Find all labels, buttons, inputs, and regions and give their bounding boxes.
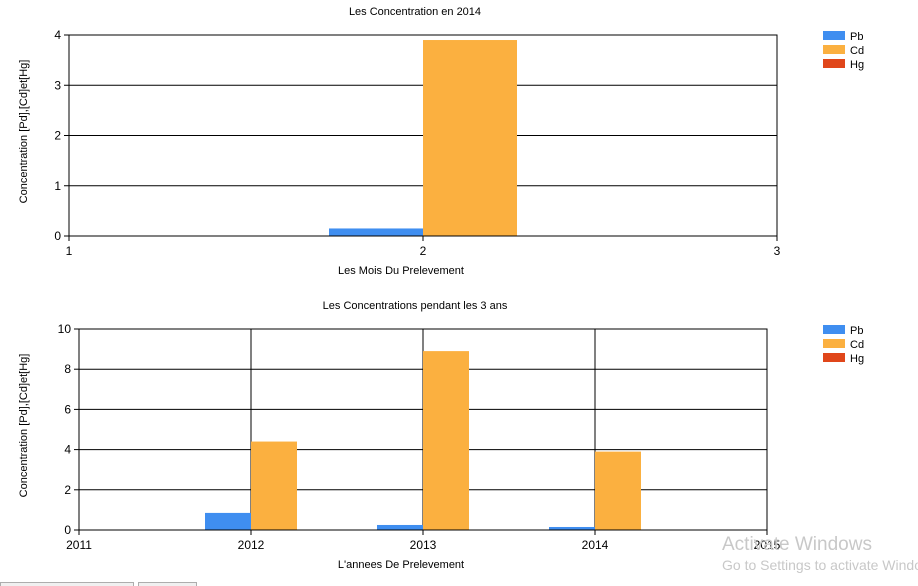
legend-swatch-hg — [823, 353, 845, 362]
bar-cd-2 — [423, 40, 517, 237]
chart-title: Les Concentration en 2014 — [349, 6, 481, 18]
y-tick-label: 2 — [64, 483, 71, 497]
chart-2: Les Concentrations pendant les 3 ans 0 2 4 6… — [18, 300, 864, 571]
bar-cd-2014 — [595, 451, 641, 530]
y-tick-label: 1 — [54, 179, 61, 193]
chart-title: Les Concentrations pendant les 3 ans — [323, 300, 508, 312]
legend-swatch-pb — [823, 325, 845, 334]
legend: Pb Cd Hg — [823, 325, 864, 365]
x-tick-label: 2014 — [582, 538, 609, 552]
y-axis-title: Concentration [Pd],[Cd]et[Hg] — [18, 354, 30, 498]
legend-swatch-cd — [823, 339, 845, 348]
x-tick-label: 2011 — [66, 538, 92, 552]
legend-label-pb: Pb — [850, 31, 863, 43]
watermark-subtitle: Go to Settings to activate Windows. — [722, 557, 918, 573]
legend: Pb Cd Hg — [823, 31, 864, 71]
x-tick-label: 2 — [420, 244, 427, 258]
x-tick-label: 3 — [774, 244, 781, 258]
legend-label-hg: Hg — [850, 353, 864, 365]
bottom-control-fragment-left[interactable] — [0, 582, 134, 586]
bar-pb-2014 — [549, 526, 595, 530]
bar-cd-2012 — [251, 441, 297, 530]
x-tick-label: 2012 — [238, 538, 265, 552]
legend-label-pb: Pb — [850, 325, 863, 337]
y-tick-label: 0 — [54, 229, 61, 243]
x-axis-title: L'annees De Prelevement — [338, 559, 464, 571]
activate-windows-watermark: Activate Windows Go to Settings to activa… — [722, 534, 918, 573]
legend-label-cd: Cd — [850, 45, 864, 57]
legend-label-cd: Cd — [850, 339, 864, 351]
bar-pb-2013 — [377, 524, 423, 530]
bar-cd-2013 — [423, 351, 469, 530]
x-tick-label: 2015 — [754, 538, 781, 552]
watermark-title: Activate Windows — [722, 534, 872, 555]
x-axis-title: Les Mois Du Prelevement — [338, 265, 464, 277]
y-tick-label: 0 — [64, 523, 71, 537]
y-tick-label: 2 — [54, 129, 61, 143]
y-tick-label: 4 — [54, 28, 61, 42]
legend-swatch-pb — [823, 31, 845, 40]
legend-swatch-cd — [823, 45, 845, 54]
legend-swatch-hg — [823, 59, 845, 68]
x-tick-label: 1 — [66, 244, 73, 258]
bottom-control-fragment-right[interactable] — [138, 582, 197, 586]
y-tick-label: 3 — [54, 78, 61, 92]
y-tick-label: 4 — [64, 443, 71, 457]
plot-area-frame — [78, 328, 768, 531]
plot-area-frame — [68, 34, 778, 237]
x-tick-label: 2013 — [410, 538, 437, 552]
y-tick-label: 6 — [64, 402, 71, 416]
bar-pb-2012 — [205, 512, 251, 530]
bar-pb-2 — [329, 228, 423, 236]
y-axis-title: Concentration [Pd],[Cd]et[Hg] — [18, 60, 30, 204]
legend-label-hg: Hg — [850, 59, 864, 71]
y-tick-label: 8 — [64, 362, 71, 376]
y-tick-label: 10 — [58, 322, 72, 336]
